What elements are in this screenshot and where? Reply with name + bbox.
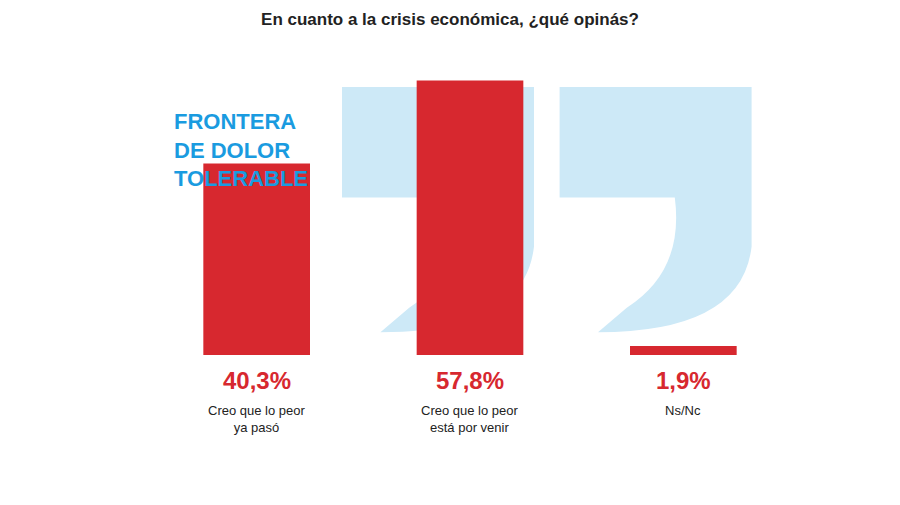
svg-text:FRONTERADE DOLORTOLERABLE: FRONTERADE DOLORTOLERABLE (174, 109, 308, 191)
svg-text:Ns/Nc: Ns/Nc (665, 403, 701, 418)
svg-text:En cuanto a la crisis económic: En cuanto a la crisis económica, ¿qué op… (261, 10, 639, 29)
svg-text:Creo que lo peorya pasó: Creo que lo peorya pasó (208, 403, 306, 435)
svg-text:Creo que lo peorestá por venir: Creo que lo peorestá por venir (421, 403, 519, 435)
svg-text:57,8%: 57,8% (436, 367, 504, 394)
svg-text:40,3%: 40,3% (223, 367, 291, 394)
svg-text:1,9%: 1,9% (656, 367, 711, 394)
